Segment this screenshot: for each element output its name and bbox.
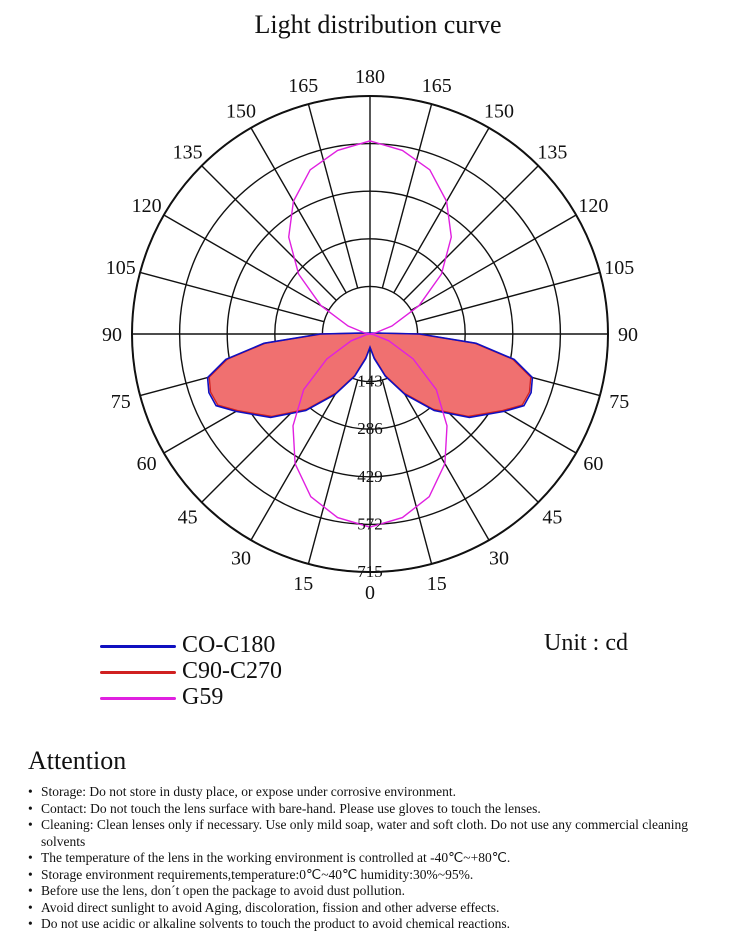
grid-spoke xyxy=(410,214,577,311)
ring-label: 143 xyxy=(357,372,383,391)
legend-label-co-c180: CO-C180 xyxy=(182,632,276,658)
angle-label: 120 xyxy=(578,195,608,217)
legend-swatch-co-c180 xyxy=(100,645,176,648)
ring-label: 429 xyxy=(357,467,383,486)
grid-spoke xyxy=(415,271,601,323)
grid-spoke xyxy=(250,374,347,541)
ring-label: 715 xyxy=(357,562,383,581)
legend-label-c90-c270: C90-C270 xyxy=(182,658,283,684)
legend-label-g59: G59 xyxy=(182,684,224,710)
ring-label: 286 xyxy=(357,419,383,438)
unit-label: Unit : cd xyxy=(544,630,628,656)
angle-label: 105 xyxy=(604,257,634,279)
legend-swatch-c90-c270 xyxy=(100,671,176,674)
angle-label: 15 xyxy=(427,573,447,595)
ring-label: 572 xyxy=(357,514,383,533)
grid-spoke xyxy=(307,379,359,565)
attention-item: Storage: Do not store in dusty place, or… xyxy=(28,784,728,801)
angle-label: 120 xyxy=(132,195,162,217)
series-co-c180 xyxy=(206,332,534,419)
angle-label: 75 xyxy=(111,391,131,413)
attention-item: Do not use acidic or alkaline solvents t… xyxy=(28,916,728,933)
angle-label: 45 xyxy=(542,506,562,528)
angle-label: 15 xyxy=(293,573,313,595)
legend-item-co-c180: CO-C180 xyxy=(100,632,400,660)
grid-spoke xyxy=(381,379,433,565)
attention-item: Avoid direct sunlight to avoid Aging, di… xyxy=(28,900,728,917)
grid-spoke xyxy=(393,127,490,294)
ring-labels: 143 286 429 572 715 xyxy=(357,372,383,581)
polar-chart: Light distribution curve 143 286 429 572 715… xyxy=(102,10,638,604)
attention-section: Attention Storage: Do not store in dusty… xyxy=(28,746,728,933)
angle-label: 30 xyxy=(489,547,509,569)
angle-label: 60 xyxy=(137,453,157,475)
angle-label: 90 xyxy=(102,324,122,346)
grid-spoke xyxy=(139,271,325,323)
legend-item-c90-c270: C90-C270 xyxy=(100,658,400,686)
series-g59 xyxy=(287,140,453,528)
grid-spoke xyxy=(307,103,359,289)
angle-label: 135 xyxy=(173,142,203,164)
grid-spoke xyxy=(403,165,539,301)
attention-item: Contact: Do not touch the lens surface w… xyxy=(28,801,728,818)
angle-label: 105 xyxy=(106,257,136,279)
series-layer xyxy=(206,140,534,528)
grid-spoke xyxy=(381,103,433,289)
grid-spoke xyxy=(201,165,337,301)
attention-item: Before use the lens, don´t open the pack… xyxy=(28,883,728,900)
attention-list: Storage: Do not store in dusty place, or… xyxy=(28,784,728,933)
attention-item: Storage environment requirements,tempera… xyxy=(28,867,728,884)
grid-spoke xyxy=(163,214,330,311)
angle-label: 135 xyxy=(537,142,567,164)
chart-title: Light distribution curve xyxy=(255,10,502,39)
attention-title: Attention xyxy=(28,746,127,775)
angle-label: 150 xyxy=(484,101,514,123)
angle-label: 45 xyxy=(178,506,198,528)
attention-item: Cleaning: Clean lenses only if necessary… xyxy=(28,817,728,850)
angle-label: 0 xyxy=(365,582,375,604)
angle-label: 165 xyxy=(422,75,452,97)
angle-label: 180 xyxy=(355,66,385,88)
grid-spoke xyxy=(250,127,347,294)
angle-label: 60 xyxy=(583,453,603,475)
angle-label: 90 xyxy=(618,324,638,346)
angle-labels: 0 180 15 30 45 60 75 90 105 120 135 150 165 15 30 45 60 7… xyxy=(102,66,638,604)
legend-swatch-g59 xyxy=(100,697,176,700)
angle-label: 30 xyxy=(231,547,251,569)
legend: CO-C180 C90-C270 G59 xyxy=(100,632,400,712)
angle-label: 165 xyxy=(288,75,318,97)
legend-item-g59: G59 xyxy=(100,684,400,712)
grid-spoke xyxy=(393,374,490,541)
angle-label: 150 xyxy=(226,101,256,123)
angle-label: 75 xyxy=(609,391,629,413)
attention-item: The temperature of the lens in the worki… xyxy=(28,850,728,867)
